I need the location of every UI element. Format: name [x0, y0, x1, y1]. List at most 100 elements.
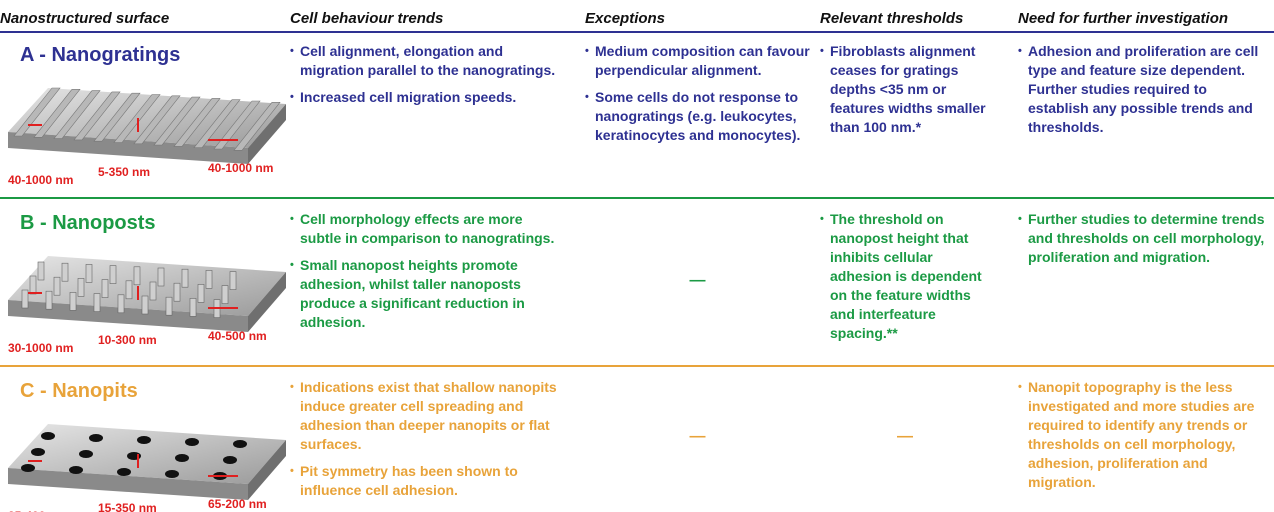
thresholds-cell: The threshold on nanopost height that in… [820, 210, 990, 351]
dimension-label: 40-500 nm [208, 329, 267, 343]
column-header: Nanostructured surface [0, 10, 170, 27]
dimension-label: 40-1000 nm [208, 161, 273, 175]
dimension-label: 10-300 nm [98, 333, 157, 347]
separator [0, 197, 1274, 199]
grating-ridge [33, 89, 81, 138]
nanopost [93, 293, 101, 312]
column-header: Exceptions [585, 10, 666, 27]
nanopit [41, 432, 55, 440]
nanopit [31, 448, 45, 456]
slab-side [248, 104, 286, 164]
grating-ridge [93, 92, 141, 142]
nanopost [229, 271, 237, 290]
nanopost [109, 265, 117, 284]
row-title: C - Nanopits [20, 380, 138, 402]
slab-side [248, 440, 286, 500]
nanopost [157, 267, 165, 287]
row-title: A - Nanogratings [20, 44, 181, 66]
column-header: Need for further investigation [1018, 10, 1229, 27]
dimension-label: 15-350 nm [98, 501, 157, 512]
nanopost [85, 264, 93, 283]
bullet: Fibroblasts alignment ceases for grating… [820, 42, 990, 137]
nanopost [77, 278, 85, 297]
column-header: Relevant thresholds [820, 10, 964, 27]
bullet: Further studies to determine trends and … [1018, 210, 1268, 267]
grating-ridge [73, 91, 121, 141]
nanopost [45, 290, 53, 310]
separator [0, 365, 1274, 367]
empty-dash: — [689, 272, 706, 289]
grating-ridge [53, 90, 101, 139]
empty-dash: — [689, 428, 706, 445]
dimension-label: 65-200 nm [208, 497, 267, 511]
nanopit [175, 454, 189, 462]
nanopost [149, 281, 157, 301]
column-header: Cell behaviour trends [290, 10, 444, 27]
nanopit [185, 438, 199, 446]
nanopost [165, 296, 173, 316]
nanopost [141, 295, 149, 315]
nanopit [79, 450, 93, 458]
nanopit [223, 456, 237, 464]
nanopost [117, 294, 125, 314]
bullet: Pit symmetry has been shown to influence… [290, 462, 562, 500]
nanopost [125, 280, 133, 300]
further-cell: Further studies to determine trends and … [1018, 210, 1268, 275]
row-title: B - Nanoposts [20, 212, 156, 234]
further-cell: Adhesion and proliferation are cell type… [1018, 42, 1268, 145]
grating-ridge [233, 101, 281, 151]
nanopost [69, 292, 77, 311]
dimension-label: 30-1000 nm [8, 341, 73, 355]
exceptions-cell: Medium composition can favour perpendicu… [585, 42, 810, 153]
surface-illustration: 30-1000 nm 10-300 nm 40-500 nm [8, 256, 286, 355]
separator [0, 31, 1274, 33]
slab-front [8, 132, 248, 164]
nanopost [181, 268, 189, 288]
further-cell: Nanopit topography is the less investiga… [1018, 378, 1268, 500]
behaviour-cell: Cell morphology effects are more subtle … [290, 210, 562, 340]
nanopost [205, 270, 213, 289]
bullet: Indications exist that shallow nanopits … [290, 378, 562, 454]
bullet: Increased cell migration speeds. [290, 88, 562, 107]
surface-illustration: 40-1000 nm 5-350 nm 40-1000 nm [8, 87, 286, 187]
bullet: The threshold on nanopost height that in… [820, 210, 990, 343]
nanopost [37, 261, 45, 281]
nanopost [221, 285, 229, 304]
grating-ridge [193, 99, 241, 148]
slab-side [248, 272, 286, 332]
bullet: Cell morphology effects are more subtle … [290, 210, 562, 248]
slab-front [8, 300, 248, 332]
nanopit [117, 468, 131, 476]
nanopost [21, 289, 29, 309]
nanopost [189, 298, 197, 317]
grating-ridge [153, 96, 201, 146]
grating-ridge [173, 98, 221, 147]
bullet: Nanopit topography is the less investiga… [1018, 378, 1268, 492]
empty-dash: — [897, 428, 913, 445]
nanopost [197, 284, 205, 303]
nanopost [53, 276, 61, 296]
bullet: Adhesion and proliferation are cell type… [1018, 42, 1268, 137]
nanopost [29, 275, 37, 295]
nanopit [165, 470, 179, 478]
slab-front [8, 468, 248, 500]
grating-ridge [213, 100, 261, 150]
bullet: Some cells do not response to nanogratin… [585, 88, 810, 145]
nanopit [89, 434, 103, 442]
nanopost [173, 282, 181, 302]
grating-ridge [13, 87, 61, 137]
behaviour-cell: Indications exist that shallow nanopits … [290, 378, 562, 508]
grating-ridge [133, 95, 181, 145]
thresholds-cell: Fibroblasts alignment ceases for grating… [820, 42, 990, 145]
dimension-label: 5-350 nm [98, 165, 150, 179]
nanopost [61, 262, 69, 282]
nanopit [69, 466, 83, 474]
surface-illustration: 35-400 nm 15-350 nm 65-200 nm [8, 424, 286, 512]
bullet: Medium composition can favour perpendicu… [585, 42, 810, 80]
dimension-label: 35-400 nm [8, 509, 67, 512]
behaviour-cell: Cell alignment, elongation and migration… [290, 42, 562, 115]
nanopit [137, 436, 151, 444]
nanopit [21, 464, 35, 472]
nanopost [133, 266, 141, 286]
